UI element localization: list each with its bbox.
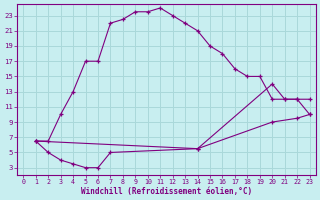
X-axis label: Windchill (Refroidissement éolien,°C): Windchill (Refroidissement éolien,°C)	[81, 187, 252, 196]
